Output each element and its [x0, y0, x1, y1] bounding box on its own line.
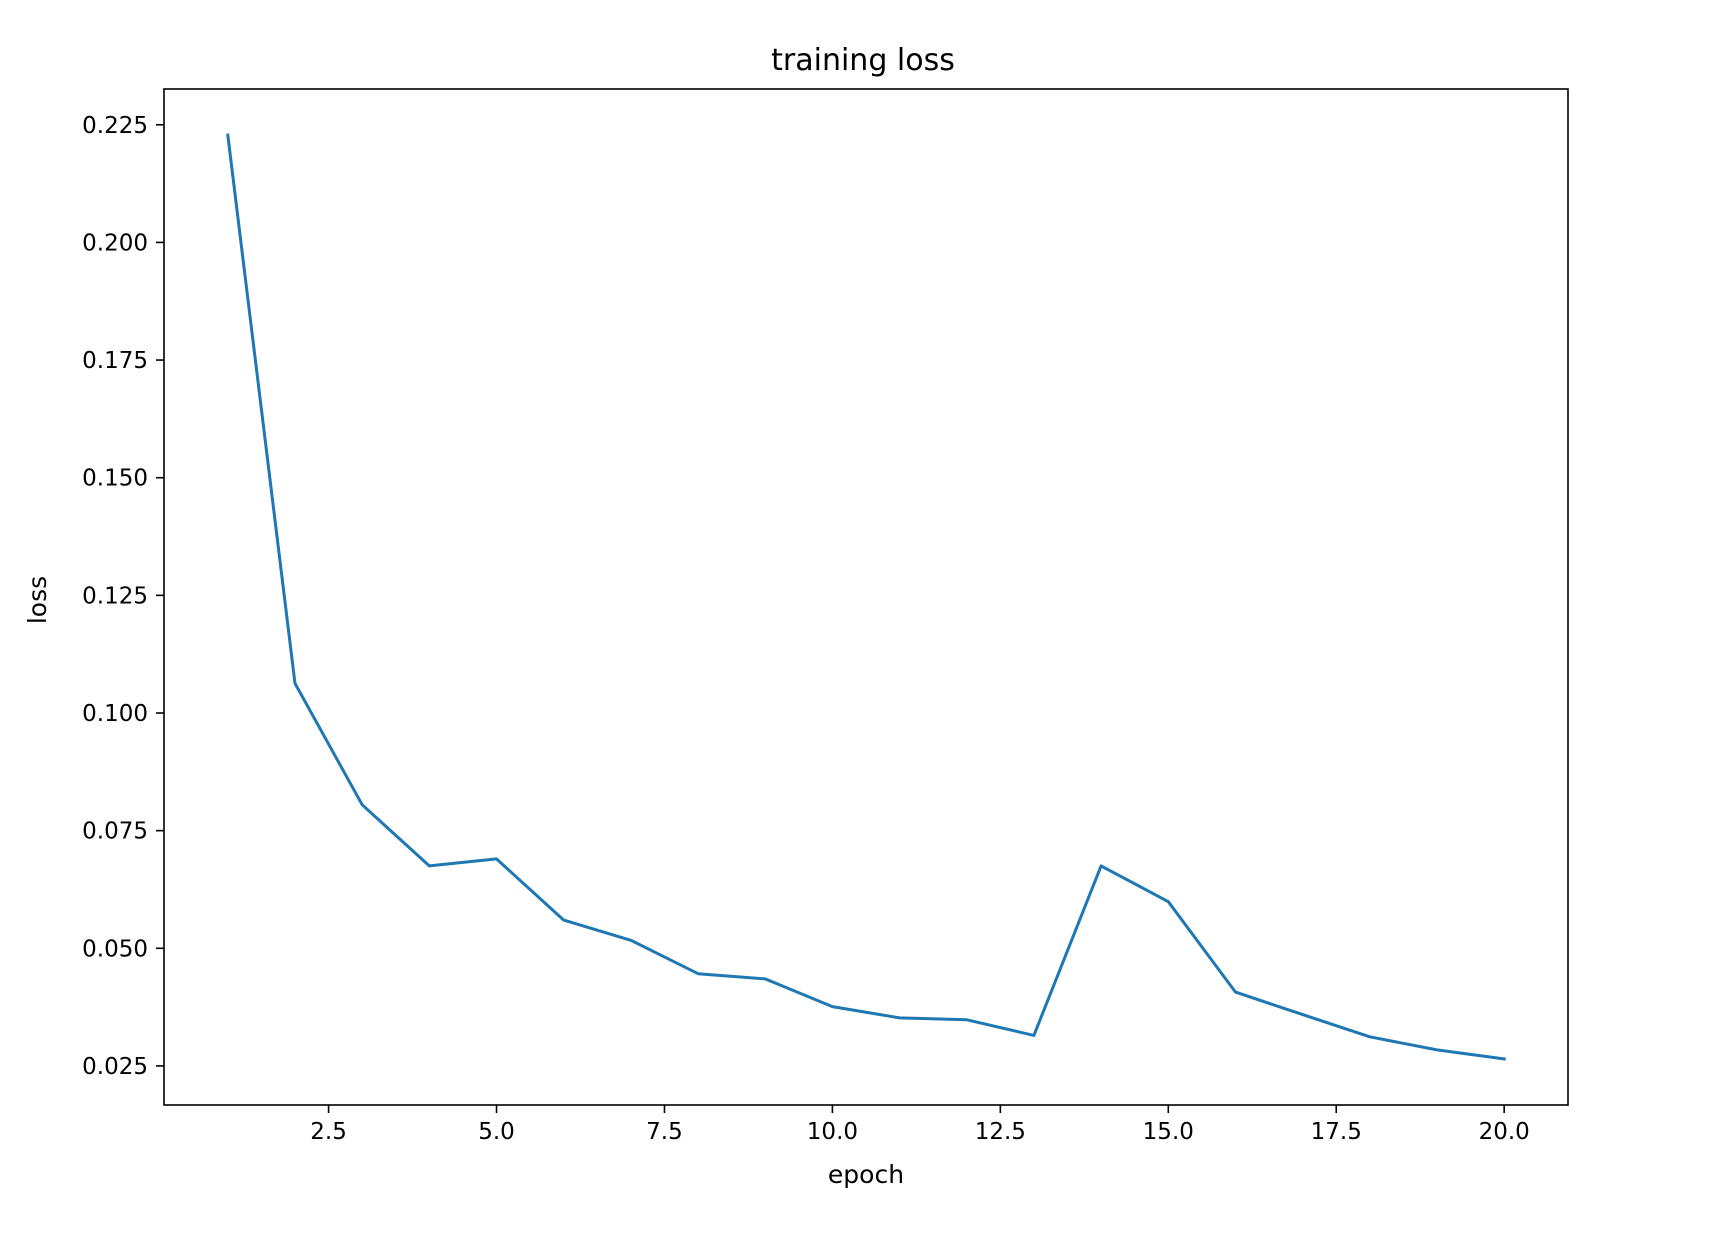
- loss-series-line: [226, 133, 1506, 1061]
- axes-background: [164, 89, 1568, 1105]
- loss-data-point: [292, 681, 297, 686]
- loss-data-point: [1233, 990, 1238, 995]
- loss-data-point: [225, 133, 230, 138]
- loss-data-point: [427, 863, 432, 868]
- loss-data-point: [628, 938, 633, 943]
- plot-area: 2.5 5.0 7.5 10.0 12.5 15.0 17.5 20.0 0.025 0.050 0…: [82, 88, 1569, 1145]
- loss-data-point: [696, 971, 701, 976]
- loss-data-point: [1099, 863, 1104, 868]
- loss-data-point: [1502, 1056, 1507, 1061]
- y-tick-label: 0.175: [82, 348, 148, 374]
- loss-data-point: [1435, 1047, 1440, 1052]
- loss-data-point: [360, 802, 365, 807]
- y-tick-label: 0.225: [82, 113, 148, 139]
- y-axis-label: loss: [23, 576, 52, 624]
- loss-data-point: [1300, 1012, 1305, 1017]
- x-tick-label: 7.5: [646, 1119, 683, 1145]
- y-tick-label: 0.200: [82, 230, 148, 256]
- loss-data-point: [964, 1017, 969, 1022]
- x-tick-label: 10.0: [807, 1119, 858, 1145]
- x-tick-label: 17.5: [1311, 1119, 1362, 1145]
- loss-data-point: [1367, 1034, 1372, 1039]
- loss-data-point: [897, 1015, 902, 1020]
- y-tick-label: 0.050: [82, 936, 148, 962]
- y-tick-label: 0.100: [82, 701, 148, 727]
- loss-data-point: [494, 856, 499, 861]
- loss-data-point: [561, 918, 566, 923]
- y-tick-label: 0.075: [82, 819, 148, 845]
- x-tick-label: 2.5: [310, 1119, 347, 1145]
- chart-title: training loss: [771, 43, 955, 78]
- y-tick-label: 0.150: [82, 466, 148, 492]
- ticks: 2.5 5.0 7.5 10.0 12.5 15.0 17.5 20.0 0.025 0.050 0…: [82, 113, 1530, 1145]
- x-tick-label: 20.0: [1479, 1119, 1530, 1145]
- loss-data-point: [1166, 899, 1171, 904]
- loss-data-point: [763, 976, 768, 981]
- x-tick-label: 12.5: [975, 1119, 1026, 1145]
- y-tick-label: 0.125: [82, 583, 148, 609]
- loss-data-point: [1031, 1033, 1036, 1038]
- loss-data-point: [830, 1004, 835, 1009]
- axes-frame: [163, 88, 1569, 1106]
- x-axis-label: epoch: [828, 1160, 904, 1189]
- x-tick-label: 5.0: [478, 1119, 515, 1145]
- y-tick-label: 0.025: [82, 1054, 148, 1080]
- series-layer: [225, 133, 1507, 1061]
- x-tick-label: 15.0: [1143, 1119, 1194, 1145]
